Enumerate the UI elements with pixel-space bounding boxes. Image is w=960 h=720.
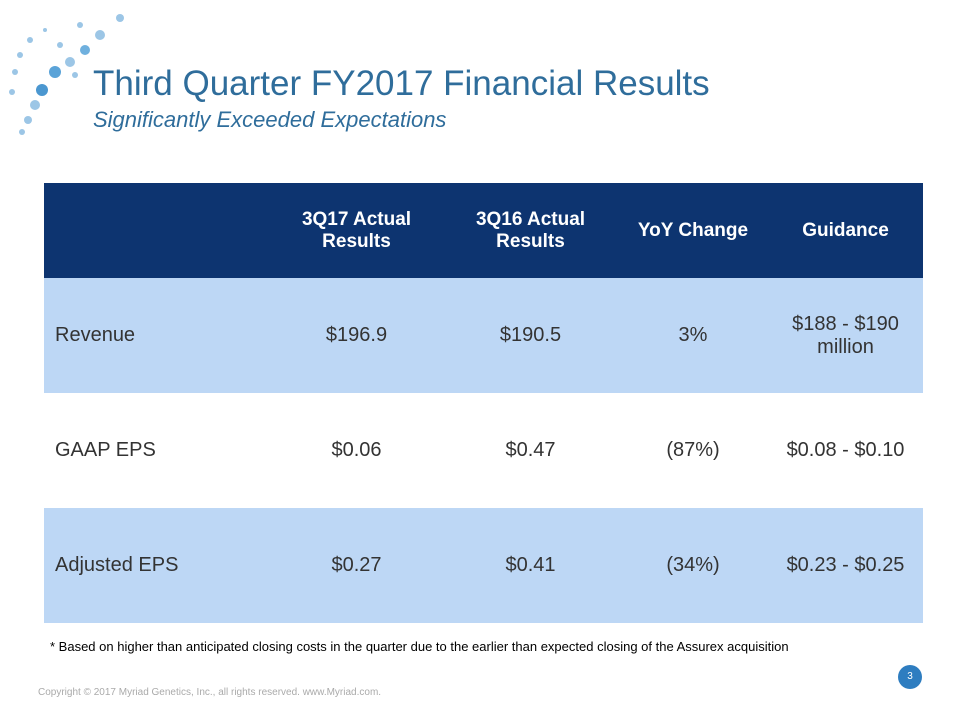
row-label: Adjusted EPS — [44, 508, 270, 623]
header-cell — [44, 183, 270, 278]
header-cell: 3Q16 Actual Results — [443, 183, 618, 278]
row-label: Revenue — [44, 278, 270, 393]
footnote: * Based on higher than anticipated closi… — [50, 639, 789, 654]
cell: $0.08 - $0.10 — [786, 439, 905, 461]
cell: $190.5 — [443, 278, 618, 393]
cell: $0.06 — [331, 439, 382, 461]
cell: 3% — [618, 278, 768, 393]
cell: (34%) — [618, 508, 768, 623]
header-cell: YoY Change — [618, 183, 768, 278]
cell: $0.23 - $0.25 — [768, 508, 923, 623]
header-row: 3Q17 Actual Results 3Q16 Actual Results Yo… — [44, 183, 923, 278]
logo-dots — [9, 14, 124, 135]
page-number: 3 — [898, 665, 922, 689]
title: Third Quarter FY2017 Financial Results — [93, 64, 710, 103]
cell: $0.41 — [443, 508, 618, 623]
header-cell: 3Q17 Actual Results — [270, 183, 443, 278]
cell: $188 - $190 million — [768, 278, 923, 393]
header-cell: Guidance — [768, 183, 923, 278]
copyright: Copyright © 2017 Myriad Genetics, Inc., … — [38, 687, 382, 698]
row-label: GAAP EPS — [55, 439, 156, 461]
subtitle: Significantly Exceeded Expectations — [93, 107, 447, 132]
cell: (87%) — [666, 439, 720, 461]
cell: $0.27 — [270, 508, 443, 623]
table-row: Adjusted EPS $0.27 $0.41 (34%) $0.23 - $0.25 — [44, 508, 923, 623]
table-row: GAAP EPS $0.06 $0.47 (87%) $0.08 - $0.10 — [44, 393, 923, 508]
table-row: Revenue $196.9 $190.5 3% $188 - $190 million — [44, 278, 923, 393]
cell: $196.9 — [270, 278, 443, 393]
results-table: 3Q17 Actual Results 3Q16 Actual Results Yo… — [44, 183, 923, 623]
cell: $0.47 — [505, 439, 556, 461]
